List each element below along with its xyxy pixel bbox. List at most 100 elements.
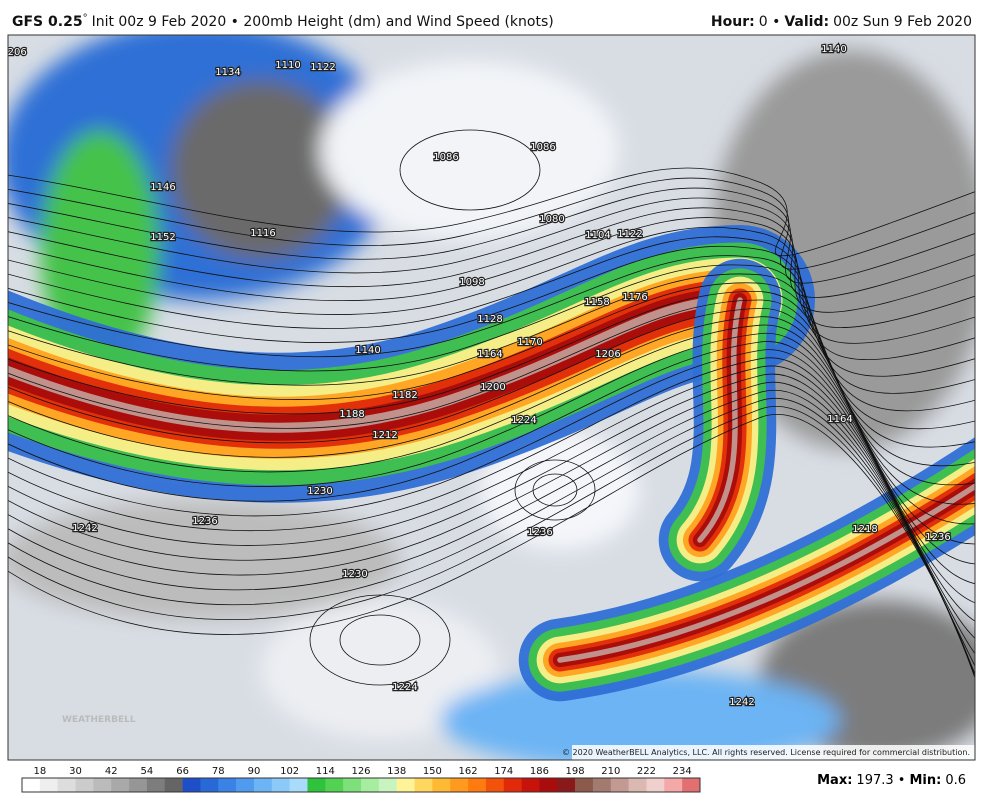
contour-label: 1116 <box>250 228 275 239</box>
max-label: Max: <box>817 773 852 788</box>
colorbar-swatch <box>592 778 612 792</box>
contour-label: 1188 <box>339 409 364 420</box>
copyright: © 2020 WeatherBELL Analytics, LLC. All r… <box>562 748 970 757</box>
contour-label: 1140 <box>355 345 380 356</box>
colorbar-swatch <box>146 778 166 792</box>
closed-contour <box>339 614 421 666</box>
contour-label: 1152 <box>150 232 175 243</box>
jet-band <box>697 297 743 543</box>
contour-label: 1200 <box>480 382 505 393</box>
colorbar-swatch <box>664 778 683 792</box>
contour-line <box>8 381 975 667</box>
contour-label: 1224 <box>392 682 417 693</box>
valid-label: Valid: <box>784 14 829 30</box>
colorbar-swatch <box>682 778 701 792</box>
colorbar-label: 78 <box>212 766 225 777</box>
contour-line <box>8 187 975 284</box>
copyright-box <box>572 745 975 760</box>
contour-line <box>8 406 975 680</box>
contour-line <box>8 341 975 584</box>
jet-band <box>8 295 745 433</box>
contour-label: 1218 <box>852 524 877 535</box>
colorbar-swatch <box>111 778 130 792</box>
contour-label: 1170 <box>517 337 542 348</box>
colorbar-swatch <box>450 778 469 792</box>
colorbar-swatch <box>39 778 58 792</box>
contour-label: 1164 <box>827 414 852 425</box>
contour-label: 1122 <box>617 229 642 240</box>
contour-label: 1242 <box>72 523 97 534</box>
contour-line <box>8 357 975 622</box>
contour-label: 1110 <box>275 60 300 71</box>
contour-label: 1098 <box>459 277 484 288</box>
colorbar-swatch <box>343 778 362 792</box>
colorbar-label: 174 <box>494 766 513 777</box>
colorbar-swatch <box>200 778 219 792</box>
colorbar-swatch <box>539 778 558 792</box>
contour-label: 1236 <box>192 516 217 527</box>
colorbar-label: 66 <box>176 766 189 777</box>
colorbar-swatch <box>557 778 576 792</box>
closed-contour <box>532 473 578 507</box>
colorbar-swatch <box>396 778 415 792</box>
contour-label: 1134 <box>215 67 240 78</box>
colorbar-swatch <box>575 778 594 792</box>
jet-band <box>557 483 975 663</box>
colorbar-swatch <box>218 778 237 792</box>
colorbar-label: 102 <box>280 766 299 777</box>
colorbar-swatch <box>628 778 647 792</box>
jet-streams <box>8 225 975 702</box>
contour-line <box>8 365 975 639</box>
contour-label: 1164 <box>477 349 502 360</box>
contour-label: 1182 <box>392 390 417 401</box>
contour-line <box>8 167 975 257</box>
colorbar-swatch <box>236 778 255 792</box>
colorbar-swatch <box>289 778 308 792</box>
colorbar-swatch <box>22 778 41 792</box>
colorbar-label: 222 <box>637 766 656 777</box>
logo: WEATHERBELL <box>62 715 136 725</box>
colorbar-swatch <box>253 778 273 792</box>
contour-line <box>8 349 975 603</box>
colorbar-label: 90 <box>248 766 261 777</box>
contour-label: 1122 <box>310 62 335 73</box>
model: GFS 0.25 <box>12 14 83 30</box>
colorbar-swatch <box>182 778 201 792</box>
colorbar-swatch <box>503 778 522 792</box>
closed-contour <box>309 594 451 686</box>
contour-label: 1224 <box>511 415 536 426</box>
colorbar-swatch <box>361 778 380 792</box>
height-contours <box>8 129 975 686</box>
colorbar-label: 42 <box>105 766 118 777</box>
colorbar-swatch <box>325 778 344 792</box>
colorbar-label: 126 <box>351 766 370 777</box>
map-border <box>7 34 976 761</box>
contour-label: 1236 <box>527 527 552 538</box>
contour-label: 1230 <box>307 486 332 497</box>
colorbar-border <box>21 777 701 793</box>
colorbar-swatch <box>57 778 76 792</box>
valid: 00z Sun 9 Feb 2020 <box>833 14 972 30</box>
contour-label: 1230 <box>342 569 367 580</box>
colorbar-swatch <box>432 778 451 792</box>
contour-label: 1176 <box>622 292 647 303</box>
colorbar-swatch <box>646 778 665 792</box>
hour: 0 • <box>759 14 781 30</box>
colorbar-swatch <box>414 778 433 792</box>
colorbar-swatch <box>307 778 326 792</box>
colorbar-swatch <box>521 778 540 792</box>
closed-contour <box>399 129 541 211</box>
contour-line <box>8 397 975 680</box>
title: Init 00z 9 Feb 2020 • 200mb Height (dm) … <box>92 14 554 30</box>
colorbar-label: 54 <box>141 766 154 777</box>
colorbar-label: 186 <box>530 766 549 777</box>
max: 197.3 • <box>856 773 905 788</box>
contour-label: 1206 <box>1 47 26 58</box>
contour-label: 1146 <box>150 182 175 193</box>
colorbar-swatch <box>75 778 94 792</box>
colorbar-label: 150 <box>423 766 442 777</box>
colorbar-label: 198 <box>566 766 585 777</box>
colorbar-label: 30 <box>69 766 82 777</box>
wind-field <box>8 35 975 760</box>
